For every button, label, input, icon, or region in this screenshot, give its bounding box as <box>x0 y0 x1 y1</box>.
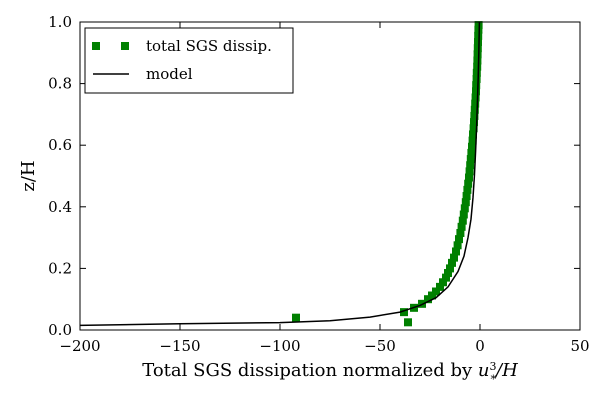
data-point-total-sgs <box>458 216 467 225</box>
data-point-total-sgs <box>446 264 454 273</box>
data-point-total-sgs <box>292 313 300 322</box>
data-point-total-sgs <box>471 93 480 102</box>
y-tick-label: 0.2 <box>48 259 72 277</box>
data-point-total-sgs <box>474 38 482 47</box>
data-point-total-sgs <box>444 269 452 278</box>
data-point-total-sgs <box>468 142 476 151</box>
data-point-total-sgs <box>467 148 476 157</box>
data-point-total-sgs <box>474 25 483 34</box>
data-point-total-sgs <box>464 179 473 188</box>
data-point-total-sgs <box>470 118 478 127</box>
data-point-total-sgs <box>469 124 478 133</box>
data-point-total-sgs <box>461 198 470 207</box>
y-tick-label: 0.8 <box>48 75 72 93</box>
data-point-total-sgs <box>474 31 483 40</box>
data-point-total-sgs <box>448 258 456 267</box>
data-point-total-sgs <box>463 185 472 194</box>
x-tick-label: −200 <box>59 337 100 355</box>
data-point-total-sgs <box>466 155 475 164</box>
y-axis-ticks: 0.0 0.2 0.4 0.6 0.8 1.0 <box>48 13 580 339</box>
data-point-total-sgs <box>404 318 412 327</box>
data-point-total-sgs <box>436 282 444 291</box>
data-point-total-sgs <box>473 62 482 71</box>
y-tick-label: 0.6 <box>48 136 72 154</box>
data-point-total-sgs <box>439 278 447 287</box>
data-point-total-sgs <box>459 210 468 219</box>
data-point-total-sgs <box>456 228 465 237</box>
data-point-total-sgs <box>469 130 477 139</box>
data-point-total-sgs <box>465 173 473 182</box>
data-point-total-sgs <box>473 56 482 65</box>
data-point-total-sgs <box>473 44 482 53</box>
legend: total SGS dissip. model <box>84 27 294 94</box>
data-point-total-sgs <box>428 291 436 300</box>
legend-label-model: model <box>146 65 193 83</box>
data-point-total-sgs <box>472 81 481 90</box>
x-tick-label: −50 <box>364 337 396 355</box>
data-point-total-sgs <box>468 136 477 145</box>
y-tick-label: 0.4 <box>48 198 72 216</box>
data-point-total-sgs <box>455 235 463 244</box>
legend-label-total-sgs: total SGS dissip. <box>146 37 272 55</box>
data-point-total-sgs <box>470 105 479 114</box>
data-point-total-sgs <box>400 308 408 317</box>
y-axis-label: z/H <box>18 160 39 191</box>
data-point-total-sgs <box>442 273 450 282</box>
y-tick-label: 0.0 <box>48 321 72 339</box>
data-point-total-sgs <box>450 253 458 262</box>
y-tick-label: 1.0 <box>48 13 72 31</box>
data-point-total-sgs <box>471 99 480 108</box>
plot-frame <box>79 21 581 331</box>
legend-box <box>84 27 294 94</box>
data-point-total-sgs <box>472 68 481 77</box>
x-tick-label: −100 <box>259 337 300 355</box>
x-axis-label: Total SGS dissipation normalized by u3 */… <box>142 360 518 386</box>
data-point-total-sgs <box>457 222 466 231</box>
data-point-total-sgs <box>473 50 482 59</box>
data-point-total-sgs <box>462 192 471 201</box>
x-axis-ticks: −200 −150 −100 −50 0 50 <box>59 22 590 355</box>
data-point-total-sgs <box>472 87 480 96</box>
data-point-total-sgs <box>432 287 440 296</box>
plot-area <box>79 21 483 327</box>
data-point-total-sgs <box>460 204 469 213</box>
legend-marker-total-sgs <box>92 42 100 50</box>
data-point-total-sgs <box>453 241 462 250</box>
x-tick-label: 50 <box>570 337 589 355</box>
data-point-total-sgs <box>470 111 479 120</box>
x-tick-label: −150 <box>159 337 200 355</box>
data-point-total-sgs <box>452 247 460 256</box>
data-point-total-sgs <box>466 161 475 170</box>
data-point-total-sgs <box>472 74 481 83</box>
legend-marker-total-sgs <box>121 42 129 50</box>
x-tick-label: 0 <box>475 337 485 355</box>
data-point-total-sgs <box>465 167 474 176</box>
series-line-model <box>79 21 481 327</box>
